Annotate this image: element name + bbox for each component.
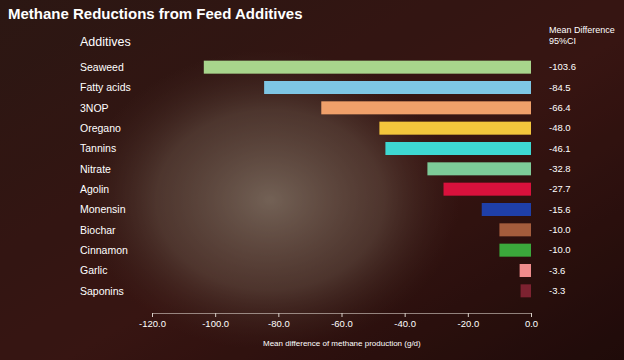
category-label: Oregano [80,122,121,134]
bar [385,142,531,155]
background [0,0,624,360]
tick: -100.0 [202,313,229,329]
data-label: -84.5 [549,82,571,93]
data-label: -103.6 [549,61,576,72]
bar [204,61,531,74]
annotation: 95%CI [549,36,576,46]
tick: -40.0 [394,313,416,329]
bar [520,264,531,277]
tick-mark [405,313,406,317]
tick-label: -80.0 [268,318,290,329]
category-label: Fatty acids [80,81,131,93]
bar [321,101,531,114]
tick-mark [531,313,532,317]
tick: -20.0 [458,313,480,329]
category-label: Biochar [80,224,116,236]
bars [204,61,531,298]
tick-label: -60.0 [331,318,353,329]
tick-mark [342,313,343,317]
tick: -60.0 [331,313,353,329]
data-label: -3.3 [549,285,565,296]
chart: Methane Reductions from Feed Additives Ad… [0,0,624,360]
x-axis: -120.0 -100.0 -80.0 -60.0 -40.0 -20.0 0.0 [139,313,538,329]
category-label: Cinnamon [80,244,128,256]
tick-label: -120.0 [139,318,166,329]
bar [499,223,531,236]
data-label: -48.0 [549,122,571,133]
category-label: Monensin [80,203,126,215]
y-axis-title: Additives [80,35,131,49]
tick: -120.0 [139,313,166,329]
tick-label: 0.0 [525,318,538,329]
tick-mark [468,313,469,317]
data-label: -32.8 [549,163,571,174]
category-labels: Seaweed Fatty acids 3NOP Oregano Tannins Nitr… [80,61,131,297]
x-axis-title: Mean difference of methane production (g… [263,339,421,348]
data-label: -10.0 [549,224,571,235]
annotation: Mean Difference [549,25,615,35]
category-label: Nitrate [80,163,111,175]
data-label: -66.4 [549,102,571,113]
data-label: -10.0 [549,244,571,255]
tick-mark [215,313,216,317]
category-label: 3NOP [80,102,109,114]
category-label: Agolin [80,183,109,195]
category-label: Garlic [80,264,107,276]
background-shade [0,0,624,360]
bar [521,284,531,297]
tick-label: -20.0 [458,318,480,329]
category-label: Saponins [80,285,124,297]
bar [499,244,531,257]
tick: -80.0 [268,313,290,329]
title: Methane Reductions from Feed Additives [8,5,303,22]
bar [444,183,531,196]
category-label: Tannins [80,142,116,154]
data-labels: -103.6 -84.5 -66.4 -48.0 -46.1 -32.8 -27.7 -15.… [549,61,576,296]
tick-mark [152,313,153,317]
category-label: Seaweed [80,61,124,73]
tick-label: -100.0 [202,318,229,329]
data-label: -27.7 [549,183,571,194]
bar [482,203,531,216]
bar [427,162,531,175]
data-label: -46.1 [549,143,571,154]
data-label: -3.6 [549,265,565,276]
bar [379,122,531,135]
data-label: -15.6 [549,204,571,215]
tick-label: -40.0 [394,318,416,329]
tick-mark [278,313,279,317]
bar [264,81,531,94]
tick: 0.0 [525,313,538,329]
